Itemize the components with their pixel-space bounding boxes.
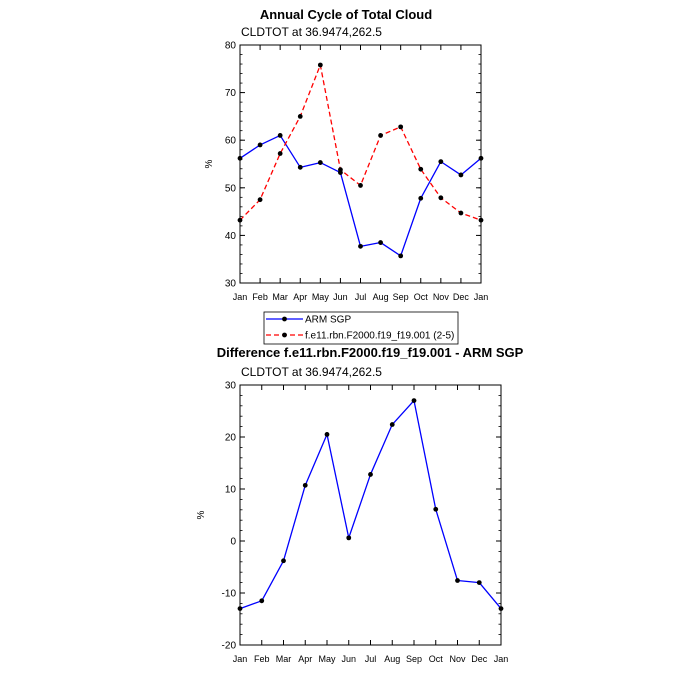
legend-box xyxy=(263,311,459,345)
bottom-chart-plot-frame xyxy=(239,384,502,646)
bottom-chart-data-point xyxy=(455,578,460,583)
top-chart-data-point xyxy=(317,160,323,165)
top-chart-y-tick-label: 40 xyxy=(225,231,237,242)
bottom-chart-y-tick-label: -20 xyxy=(222,641,237,652)
bottom-chart-data-point xyxy=(411,398,417,403)
top-chart-x-tick-label: Apr xyxy=(293,292,307,302)
top-chart-data-point xyxy=(398,124,404,130)
legend-label-arm-sgp: ARM SGP xyxy=(305,315,351,326)
top-chart-data-point xyxy=(297,114,303,119)
bottom-chart-data-point xyxy=(324,432,330,437)
top-chart-data-point xyxy=(297,164,303,170)
top-chart-x-tick-label: Jun xyxy=(333,292,348,302)
top-chart-x-tick-label: Sep xyxy=(393,292,409,302)
legend-marker-arm-sgp xyxy=(282,316,287,322)
top-chart-data-point xyxy=(438,159,444,165)
top-chart-series xyxy=(237,62,484,259)
bottom-chart-data-point xyxy=(302,482,308,488)
top-chart-x-tick-label: Dec xyxy=(453,292,470,302)
top-chart-x-tick-label: Oct xyxy=(414,292,429,302)
bottom-chart-data-point xyxy=(259,598,265,604)
top-chart-x-tick-label: Jan xyxy=(474,292,489,302)
bottom-chart-x-tick-label: Jul xyxy=(365,654,377,664)
top-chart-data-point xyxy=(458,172,464,178)
bottom-chart-y-tick-label: -10 xyxy=(222,589,237,600)
bottom-chart-x-tick-label: Mar xyxy=(276,654,292,664)
top-chart-title: Annual Cycle of Total Cloud xyxy=(260,7,432,22)
bottom-chart-x-tick-label: Jan xyxy=(494,654,509,664)
bottom-chart: Difference f.e11.rbn.F2000.f19_f19.001 -… xyxy=(196,345,524,664)
top-chart-data-point xyxy=(237,217,243,223)
top-chart-data-point xyxy=(418,195,424,201)
top-chart-data-point xyxy=(237,155,243,161)
top-chart-y-axis-label: % xyxy=(204,159,215,168)
bottom-chart-x-tick-label: Oct xyxy=(429,654,444,664)
top-chart-data-point xyxy=(358,243,363,249)
top-chart-x-tick-label: Mar xyxy=(272,292,288,302)
bottom-chart-y-tick-label: 30 xyxy=(225,381,237,392)
bottom-chart-axes: -20 -10 0 10 20 30 Jan Feb Mar Apr May Jun Jul Aug Sep… xyxy=(222,381,509,665)
legend-marker-model xyxy=(282,332,287,338)
bottom-chart-title: Difference f.e11.rbn.F2000.f19_f19.001 -… xyxy=(217,345,524,360)
bottom-chart-data-point xyxy=(433,506,439,512)
top-chart-y-tick-label: 70 xyxy=(225,88,237,99)
top-chart-data-point xyxy=(418,166,424,172)
bottom-chart-x-tick-label: Aug xyxy=(384,654,400,664)
top-chart-x-tick-label: Feb xyxy=(252,292,268,302)
top-chart-data-point xyxy=(257,142,263,148)
top-chart-subtitle: CLDTOT at 36.9474,262.5 xyxy=(241,25,382,39)
legend-label-model: f.e11.rbn.F2000.f19_f19.001 (2-5) xyxy=(305,331,454,342)
top-chart-data-point xyxy=(478,217,484,223)
top-chart-series-line-1 xyxy=(239,64,482,221)
bottom-chart-series xyxy=(237,398,504,611)
top-chart-y-tick-label: 50 xyxy=(225,183,237,194)
top-chart-data-point xyxy=(358,183,363,188)
top-chart: Annual Cycle of Total Cloud CLDTOT at 36… xyxy=(204,7,488,302)
top-chart-x-tick-label: Nov xyxy=(433,292,450,302)
bottom-chart-data-point xyxy=(346,535,352,541)
top-chart-data-point xyxy=(277,133,283,138)
top-chart-y-tick-label: 30 xyxy=(225,279,237,290)
top-chart-x-tick-label: Jan xyxy=(233,292,248,302)
bottom-chart-data-point xyxy=(389,422,395,427)
bottom-chart-x-tick-label: Jan xyxy=(233,654,248,664)
top-chart-data-point xyxy=(338,167,343,173)
top-chart-data-point xyxy=(478,155,484,161)
bottom-chart-data-point xyxy=(498,606,504,611)
top-chart-axes: 30 40 50 60 70 80 Jan Feb Mar Apr May Jun Jul Aug Sep O… xyxy=(225,41,488,303)
top-chart-y-tick-label: 80 xyxy=(225,41,237,52)
bottom-chart-y-tick-label: 0 xyxy=(230,537,236,548)
top-chart-x-tick-label: May xyxy=(312,292,330,302)
bottom-chart-x-tick-label: Feb xyxy=(254,654,270,664)
bottom-chart-data-point xyxy=(237,606,243,611)
bottom-chart-subtitle: CLDTOT at 36.9474,262.5 xyxy=(241,365,382,379)
bottom-chart-x-tick-label: Sep xyxy=(406,654,422,664)
top-chart-x-tick-label: Aug xyxy=(373,292,389,302)
bottom-chart-x-tick-label: Apr xyxy=(298,654,312,664)
top-chart-data-point xyxy=(458,210,464,216)
bottom-chart-y-tick-label: 10 xyxy=(225,485,237,496)
bottom-chart-data-point xyxy=(476,580,482,585)
top-chart-data-point xyxy=(378,133,383,138)
legend: ARM SGP f.e11.rbn.F2000.f19_f19.001 (2-5… xyxy=(263,311,459,345)
bottom-chart-series-line-0 xyxy=(239,399,502,610)
top-chart-data-point xyxy=(398,253,404,259)
bottom-chart-y-axis-label: % xyxy=(196,510,207,519)
top-chart-data-point xyxy=(438,195,444,201)
bottom-chart-data-point xyxy=(368,472,373,477)
bottom-chart-x-tick-label: Nov xyxy=(449,654,466,664)
top-chart-series-line-0 xyxy=(239,134,482,257)
bottom-chart-x-tick-label: May xyxy=(318,654,336,664)
bottom-chart-data-point xyxy=(281,558,286,564)
top-chart-x-tick-label: Jul xyxy=(355,292,367,302)
bottom-chart-x-tick-label: Dec xyxy=(471,654,488,664)
top-chart-data-point xyxy=(317,62,323,68)
bottom-chart-y-tick-label: 20 xyxy=(225,433,237,444)
bottom-chart-x-tick-label: Jun xyxy=(341,654,356,664)
top-chart-data-point xyxy=(378,240,383,245)
top-chart-data-point xyxy=(257,197,263,203)
top-chart-data-point xyxy=(277,151,283,156)
top-chart-y-tick-label: 60 xyxy=(225,136,237,147)
